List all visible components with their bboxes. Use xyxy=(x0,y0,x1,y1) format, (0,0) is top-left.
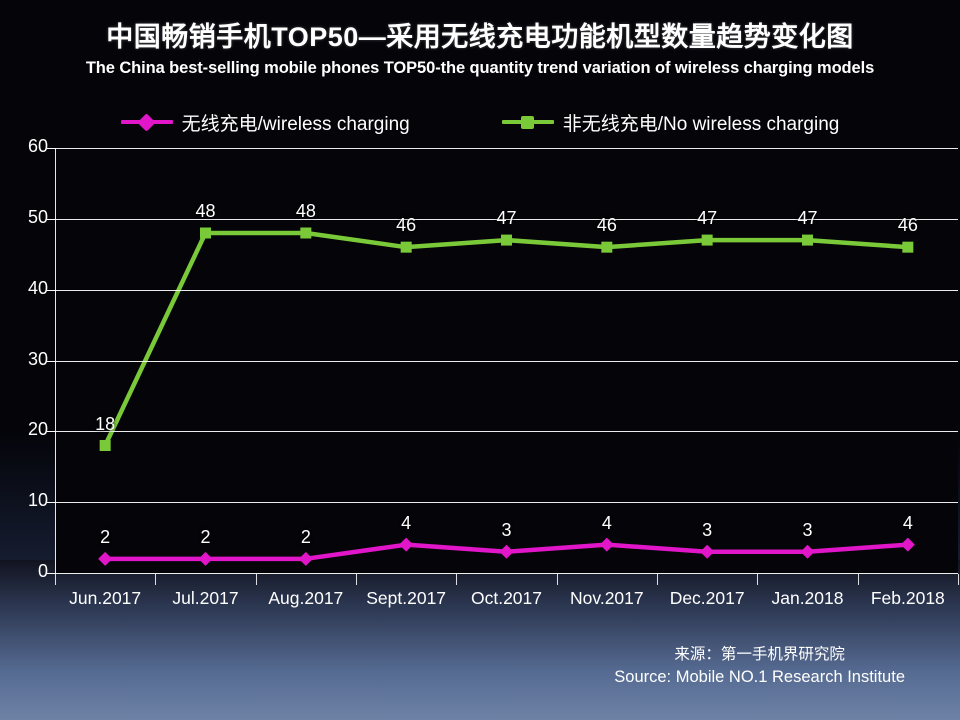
page-subtitle: The China best-selling mobile phones TOP… xyxy=(85,59,875,78)
x-axis-label: Sept.2017 xyxy=(366,588,447,608)
y-tick-60 xyxy=(47,148,55,149)
y-tick-30 xyxy=(47,360,55,362)
gridline-y-20 xyxy=(55,431,958,433)
x-tick xyxy=(456,574,458,585)
data-point-marker xyxy=(400,241,412,253)
data-label: 47 xyxy=(797,208,818,229)
data-point-marker xyxy=(501,234,512,246)
source-attribution: 来源：第一手机界研究院 Source: Mobile NO.1 Research… xyxy=(614,645,905,688)
data-label: 4 xyxy=(601,512,612,533)
legend-item-no-wireless[interactable]: 非无线充电/No wireless charging xyxy=(501,109,840,136)
data-label: 3 xyxy=(802,519,813,540)
data-label: 46 xyxy=(396,215,417,236)
data-label: 4 xyxy=(902,512,913,533)
x-axis-label: Jan.2018 xyxy=(771,588,844,608)
y-tick-0 xyxy=(47,573,55,574)
data-point-marker xyxy=(98,551,113,566)
gridline-y-50 xyxy=(55,218,958,220)
y-axis-label: 10 xyxy=(27,490,48,511)
y-tick-20 xyxy=(47,431,55,433)
x-axis-label: Oct.2017 xyxy=(470,588,543,608)
page-title: 中国畅销手机TOP50—采用无线充电功能机型数量趋势变化图 xyxy=(106,22,854,52)
y-axis-label: 60 xyxy=(27,136,48,156)
data-point-marker xyxy=(198,551,213,566)
data-point-marker xyxy=(902,241,914,253)
y-axis-label: 40 xyxy=(27,277,48,298)
data-label: 4 xyxy=(401,512,412,533)
x-tick xyxy=(958,574,959,585)
gridline-y-40 xyxy=(55,289,958,291)
data-point-marker xyxy=(599,537,614,552)
source-chinese: 来源：第一手机界研究院 xyxy=(674,646,845,663)
data-point-marker xyxy=(499,544,514,559)
x-tick xyxy=(155,574,157,585)
y-axis-label: 0 xyxy=(37,561,48,581)
legend-marker-icon xyxy=(120,113,173,132)
data-label: 2 xyxy=(300,526,311,547)
data-point-marker xyxy=(700,544,715,559)
x-tick xyxy=(757,574,759,585)
y-axis-label: 50 xyxy=(27,206,48,227)
data-point-marker xyxy=(99,440,111,451)
x-axis-label: Feb.2018 xyxy=(870,588,945,608)
data-label: 3 xyxy=(501,519,512,540)
chart-header: 中国畅销手机TOP50—采用无线充电功能机型数量趋势变化图 The China … xyxy=(0,0,960,100)
gridline-y-60 xyxy=(55,148,958,149)
data-label: 47 xyxy=(496,208,517,229)
data-label: 3 xyxy=(702,519,713,540)
legend-label: 非无线充电/No wireless charging xyxy=(562,113,840,135)
data-point-marker xyxy=(200,227,211,239)
data-point-marker xyxy=(802,234,813,246)
x-tick xyxy=(657,574,658,585)
x-tick xyxy=(556,574,558,585)
data-point-marker xyxy=(701,234,713,246)
source-english: Source: Mobile NO.1 Research Institute xyxy=(614,667,905,686)
x-axis-label: Aug.2017 xyxy=(268,588,344,608)
data-label: 48 xyxy=(295,201,316,221)
data-point-marker xyxy=(300,227,312,239)
data-point-marker xyxy=(601,241,613,253)
y-tick-50 xyxy=(47,218,55,220)
data-label: 48 xyxy=(195,201,216,221)
data-point-marker xyxy=(900,537,915,552)
x-tick xyxy=(356,574,357,585)
legend-marker-icon xyxy=(501,115,554,129)
y-axis-label: 20 xyxy=(27,419,48,440)
data-label: 46 xyxy=(596,215,617,236)
data-point-marker xyxy=(298,551,313,566)
data-label: 46 xyxy=(897,215,918,236)
series-canvas xyxy=(98,227,915,566)
y-tick-40 xyxy=(47,289,55,291)
x-axis-label: Nov.2017 xyxy=(570,588,644,608)
legend-item-wireless[interactable]: 无线充电/wireless charging xyxy=(120,109,410,136)
x-tick xyxy=(857,574,859,585)
gridline-y-0 xyxy=(55,573,958,574)
data-label: 2 xyxy=(100,526,111,547)
x-tick xyxy=(255,574,257,585)
legend-label: 无线充电/wireless charging xyxy=(181,113,410,135)
chart-plot-region: 0 10 20 30 40 50 60 Jun.2017 Jul.2017 Aug.2017 Sep… xyxy=(0,136,960,608)
gridline-y-30 xyxy=(55,360,958,362)
data-label: 2 xyxy=(200,526,211,547)
series-line-no-wireless xyxy=(102,230,911,448)
x-axis-label: Jul.2017 xyxy=(172,588,239,608)
chart-legend: 无线充电/wireless charging 非无线充电/No wireless … xyxy=(0,104,960,140)
x-axis-label: Dec.2017 xyxy=(669,588,745,608)
data-label: 47 xyxy=(697,208,718,229)
data-label: 18 xyxy=(95,413,116,434)
data-point-marker xyxy=(800,544,815,559)
x-axis-label: Jun.2017 xyxy=(69,588,142,608)
gridline-y-10 xyxy=(55,502,958,504)
background-bottom-gradient xyxy=(0,560,960,720)
y-axis-label: 30 xyxy=(27,348,48,369)
x-tick xyxy=(55,574,56,585)
y-tick-10 xyxy=(47,502,55,504)
data-point-marker xyxy=(399,537,414,552)
